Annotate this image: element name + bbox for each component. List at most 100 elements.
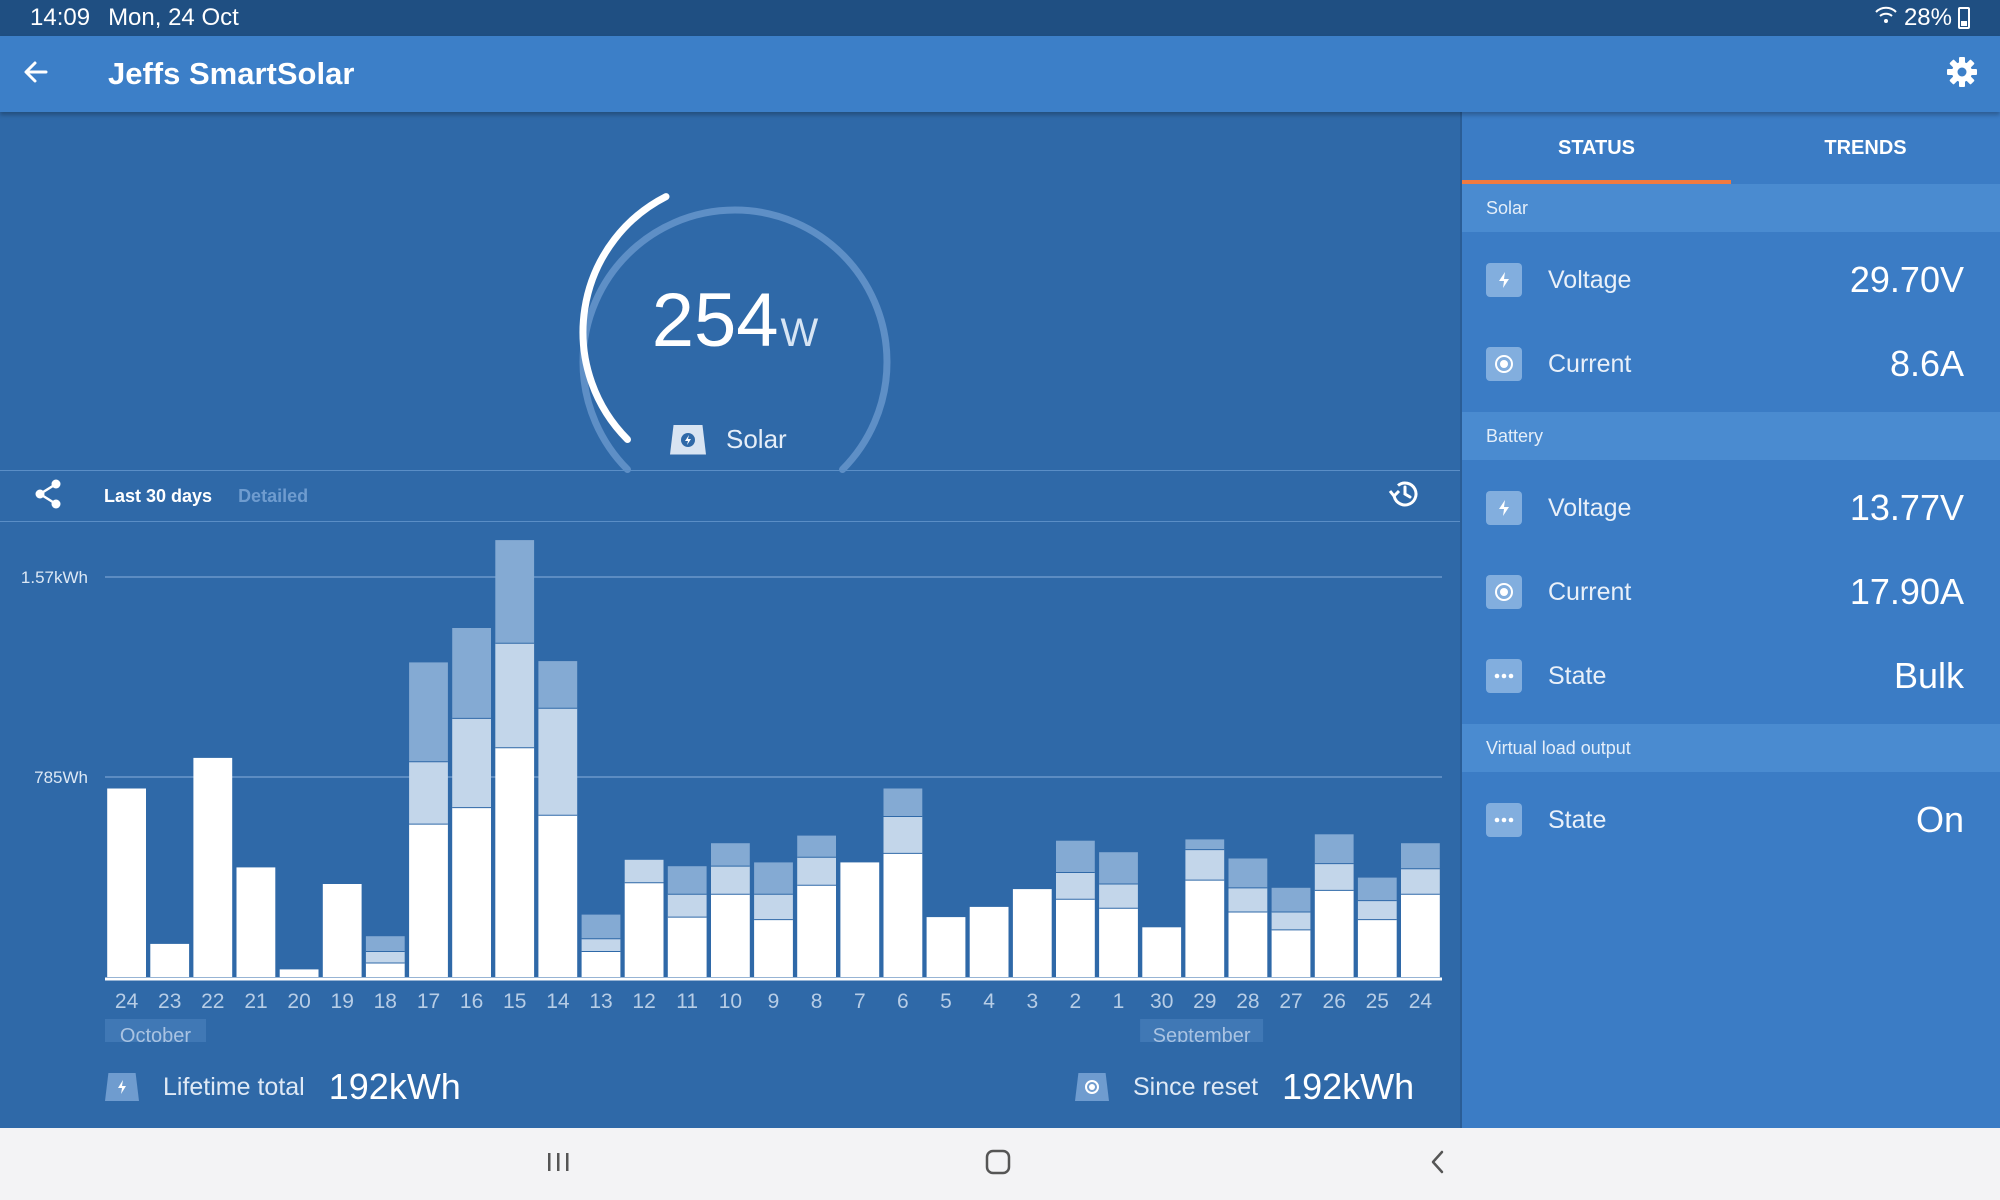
bar-segment[interactable] (1401, 868, 1440, 895)
solar-voltage-value: 29.70V (1849, 259, 1964, 300)
bar-segment[interactable] (1401, 894, 1440, 977)
since-reset-total: Since reset 192kWh (1075, 1052, 1414, 1122)
tab-status[interactable]: STATUS (1462, 112, 1731, 184)
bar-segment[interactable] (365, 963, 405, 977)
tab-trends[interactable]: TRENDS (1824, 136, 1907, 159)
bar-segment[interactable] (711, 843, 750, 867)
bar-segment[interactable] (754, 862, 793, 895)
bar-segment[interactable] (538, 708, 578, 816)
bar-segment[interactable] (193, 757, 233, 977)
bar-segment[interactable] (409, 662, 448, 762)
battery-current-label: Current (1548, 577, 1632, 606)
x-tick-label: 1 (1113, 990, 1125, 1013)
bar-segment[interactable] (495, 540, 535, 644)
bar-segment[interactable] (150, 943, 190, 977)
bar-segment[interactable] (279, 969, 319, 977)
battery-state-value: Bulk (1893, 655, 1964, 696)
bar-segment[interactable] (797, 885, 836, 977)
bar-segment[interactable] (1271, 929, 1311, 977)
bar-segment[interactable] (322, 884, 362, 977)
virtual-load-state-row: State On (1462, 778, 2000, 862)
bar-segment[interactable] (538, 815, 578, 977)
bar-segment[interactable] (1142, 927, 1182, 977)
bar-segment[interactable] (1314, 890, 1354, 977)
bar-segment[interactable] (883, 853, 923, 977)
bar-segment[interactable] (667, 866, 707, 895)
share-button[interactable] (20, 471, 76, 521)
bar-segment[interactable] (883, 788, 923, 817)
bar-segment[interactable] (452, 807, 491, 977)
solar-voltage-row: Voltage 29.70V (1462, 238, 2000, 322)
virtual-load-state-value: On (1915, 799, 1964, 840)
bar-segment[interactable] (797, 835, 836, 858)
bar-segment[interactable] (1271, 887, 1311, 912)
bar-segment[interactable] (1357, 919, 1397, 977)
bar-segment[interactable] (236, 867, 276, 977)
settings-button[interactable] (1924, 36, 2000, 112)
bar-segment[interactable] (1314, 834, 1354, 864)
bar-segment[interactable] (107, 788, 146, 978)
bar-segment[interactable] (365, 951, 405, 964)
recent-apps-button[interactable] (518, 1128, 598, 1200)
x-tick-label: 7 (854, 990, 866, 1013)
bar-segment[interactable] (452, 718, 491, 808)
bar-segment[interactable] (1185, 880, 1225, 977)
back-nav-button[interactable] (1398, 1128, 1478, 1200)
bar-segment[interactable] (495, 643, 535, 748)
bar-segment[interactable] (754, 919, 793, 977)
bar-segment[interactable] (581, 914, 621, 939)
x-tick-label: 24 (115, 990, 139, 1013)
bar-segment[interactable] (711, 894, 750, 977)
bar-segment[interactable] (1056, 872, 1095, 900)
bar-segment[interactable] (1012, 889, 1052, 977)
bar-segment[interactable] (624, 882, 664, 977)
bar-segment[interactable] (538, 661, 578, 709)
bar-segment[interactable] (409, 761, 448, 825)
home-icon (984, 1148, 1012, 1181)
bar-segment[interactable] (1228, 912, 1268, 977)
bar-segment[interactable] (1099, 884, 1138, 909)
bar-segment[interactable] (1271, 912, 1311, 930)
x-tick-label: 9 (768, 990, 780, 1013)
bar-segment[interactable] (495, 747, 535, 977)
bar-segment[interactable] (711, 866, 750, 895)
bar-segment[interactable] (1357, 877, 1397, 901)
solar-panel-icon (670, 424, 706, 455)
range-selector-last-30-days[interactable]: Last 30 days (104, 485, 213, 506)
bar-segment[interactable] (1357, 900, 1397, 920)
bar-segment[interactable] (883, 816, 923, 854)
bar-segment[interactable] (409, 824, 448, 977)
bar-segment[interactable] (1228, 887, 1268, 912)
bar-segment[interactable] (1185, 849, 1225, 881)
share-icon (33, 478, 63, 515)
bar-segment[interactable] (624, 859, 664, 883)
bar-segment[interactable] (1185, 839, 1225, 850)
bar-segment[interactable] (1314, 863, 1354, 891)
home-button[interactable] (958, 1128, 1038, 1200)
bar-segment[interactable] (1401, 843, 1440, 869)
history-button[interactable] (1380, 471, 1430, 521)
detailed-toggle[interactable]: Detailed (238, 485, 309, 506)
bar-segment[interactable] (667, 894, 707, 918)
bar-segment[interactable] (1099, 852, 1138, 884)
bar-segment[interactable] (754, 894, 793, 920)
bar-segment[interactable] (365, 936, 405, 952)
battery-state-row: State Bulk (1462, 634, 2000, 718)
bar-segment[interactable] (969, 906, 1009, 977)
virtual-load-section: State On (1462, 772, 2000, 868)
bar-segment[interactable] (581, 951, 621, 978)
bar-segment[interactable] (1228, 858, 1268, 888)
bar-segment[interactable] (667, 917, 707, 977)
bar-segment[interactable] (1056, 840, 1095, 873)
bar-segment[interactable] (840, 862, 880, 977)
bar-segment[interactable] (1099, 908, 1138, 977)
battery-state-label: State (1548, 661, 1607, 690)
chevron-left-icon (1428, 1148, 1448, 1181)
back-button[interactable] (0, 36, 72, 112)
bar-segment[interactable] (1056, 899, 1095, 977)
bar-segment[interactable] (926, 917, 966, 977)
bar-segment[interactable] (797, 857, 836, 886)
bar-segment[interactable] (581, 938, 621, 952)
bar-segment[interactable] (452, 628, 491, 719)
battery-voltage-row: Voltage 13.77V (1462, 466, 2000, 550)
